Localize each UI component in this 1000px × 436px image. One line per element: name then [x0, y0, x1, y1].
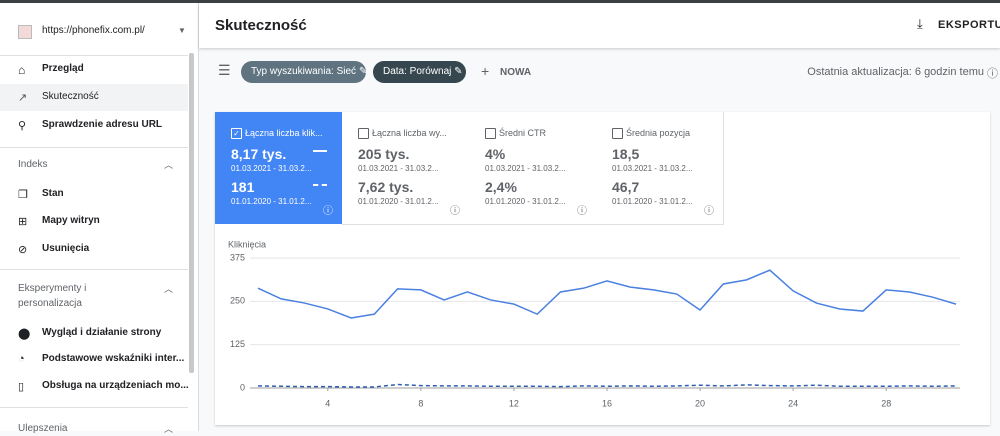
x-tick-label: 12 — [509, 398, 519, 408]
help-icon[interactable]: ⓘ — [323, 206, 333, 217]
section-title[interactable]: Indeks — [18, 159, 48, 170]
metric-previous-range: 01.01.2020 - 31.01.2... — [612, 197, 693, 206]
help-icon[interactable]: ⓘ — [704, 206, 714, 217]
help-icon[interactable]: ⓘ — [450, 206, 460, 217]
icon-search: ⚲ — [18, 120, 27, 132]
nav-item[interactable]: Usunięcia — [42, 243, 90, 254]
icon: ⊞ — [18, 216, 28, 228]
metric-current-range: 01.03.2021 - 31.03.2... — [612, 164, 693, 173]
chart: Kliknięcia 0 125 250 375 4 8 12 16 20 24 28 — [228, 239, 960, 408]
last-update: Ostatnia aktualizacja: 6 godzin temu — [807, 66, 984, 78]
metric-previous-range: 01.01.2020 - 31.01.2... — [231, 197, 312, 206]
chip-text: Data: Porównaj — [383, 66, 452, 77]
metric-current-range: 01.03.2021 - 31.03.2... — [485, 164, 566, 173]
checkbox[interactable] — [612, 128, 623, 139]
y-tick-label: 125 — [230, 339, 245, 349]
favicon — [18, 25, 32, 39]
help-icon[interactable]: ⓘ — [577, 206, 587, 217]
nav-item[interactable]: Stan — [42, 188, 64, 199]
metric-current: 18,5 — [612, 146, 640, 162]
checkbox[interactable] — [485, 128, 496, 139]
dashed-line-key — [313, 184, 327, 186]
collapse[interactable]: ︿ — [164, 424, 174, 434]
metric-card[interactable]: Średnia pozycja 18,5 01.03.2021 - 31.03.2.… — [596, 112, 724, 225]
x-tick-label: 8 — [418, 398, 423, 408]
metric-label: Średni CTR — [499, 128, 547, 138]
metric-card[interactable]: Średni CTR 4% 01.03.2021 - 31.03.2... 2,4% 0… — [469, 112, 597, 225]
metric-card[interactable]: ✓ Łączna liczba klik... 8,17 tys. 01.03.202… — [215, 112, 342, 224]
divider — [0, 269, 188, 270]
nav-item[interactable]: Wygląd i działanie strony — [42, 327, 162, 338]
property-selector[interactable]: https://phonefix.com.pl/ — [42, 25, 145, 36]
icon: ❐ — [18, 189, 28, 201]
line-series — [257, 269, 957, 319]
metric-previous: 181 — [231, 179, 255, 195]
icon: ⬤ — [18, 328, 31, 340]
help-icon[interactable]: ⓘ — [987, 68, 998, 80]
nav-item[interactable]: Podstawowe wskaźniki inter... — [42, 353, 185, 364]
solid-line-key — [313, 150, 327, 152]
nav-item[interactable]: Przegląd — [42, 63, 84, 74]
metric-previous: 7,62 tys. — [358, 179, 414, 195]
metric-previous-range: 01.01.2020 - 31.01.2... — [358, 197, 439, 206]
metric-previous-range: 01.01.2020 - 31.01.2... — [485, 197, 566, 206]
icon-home: ⌂ — [18, 63, 26, 77]
metric-previous: 46,7 — [612, 179, 640, 195]
metric-label: Średnia pozycja — [626, 128, 691, 138]
y-tick-label: 250 — [230, 296, 245, 306]
checkbox[interactable] — [358, 128, 369, 139]
x-tick-label: 4 — [325, 398, 330, 408]
icon: ▯ — [18, 381, 25, 393]
metric-current: 205 tys. — [358, 146, 410, 162]
icon: ⊘ — [18, 244, 28, 256]
collapse[interactable]: ︿ — [164, 160, 174, 170]
filter-chip[interactable]: Data: Porównaj ✎ — [373, 61, 466, 83]
nav-item[interactable]: Obsługa na urządzeniach mo... — [42, 380, 189, 391]
nav-item[interactable]: Mapy witryn — [42, 215, 100, 226]
x-tick-label: 20 — [695, 398, 705, 408]
y-tick-label: 375 — [230, 252, 245, 262]
collapse[interactable]: ︿ — [164, 284, 174, 294]
metric-current: 8,17 tys. — [231, 146, 287, 162]
icon: ◔ — [18, 353, 25, 365]
metric-label: Łączna liczba wy... — [372, 128, 447, 138]
chip-text: Typ wyszukiwania: Sieć — [251, 66, 357, 77]
line-series — [257, 383, 957, 388]
x-tick-label: 28 — [881, 398, 891, 408]
page-title: Skuteczność — [215, 17, 307, 34]
divider — [0, 55, 188, 56]
metric-current: 4% — [485, 146, 506, 162]
top-bar — [0, 0, 1000, 3]
x-tick-label: 16 — [602, 398, 612, 408]
active-bg — [0, 84, 188, 111]
section-title[interactable]: Eksperymenty i personalizacja — [18, 283, 87, 309]
new-filter[interactable]: NOWA — [500, 67, 532, 78]
filter-chip[interactable]: Typ wyszukiwania: Sieć ✎ — [241, 61, 367, 83]
section-title[interactable]: Ulepszenia — [18, 423, 68, 434]
metric-card[interactable]: Łączna liczba wy... 205 tys. 01.03.2021 - … — [342, 112, 470, 225]
filter-icon[interactable]: ☰ — [218, 62, 231, 78]
metric-label: Łączna liczba klik... — [245, 128, 323, 138]
metric-current-range: 01.03.2021 - 31.03.2... — [358, 164, 439, 173]
caret[interactable]: ▼ — [178, 26, 186, 35]
y-tick-label: 0 — [240, 382, 245, 392]
export-icon[interactable]: ⤓ — [917, 16, 923, 31]
checkbox[interactable]: ✓ — [231, 128, 242, 139]
nav-item[interactable]: Skuteczność — [42, 91, 99, 102]
metric-current-range: 01.03.2021 - 31.03.2... — [231, 164, 312, 173]
metric-previous: 2,4% — [485, 179, 517, 195]
divider — [0, 147, 188, 148]
sidebar: https://phonefix.com.pl/ ▼ ⌂ Przegląd ↗ … — [0, 3, 199, 434]
export-button[interactable]: EKSPORTUJ — [938, 19, 1000, 31]
header: Skuteczność ⤓ EKSPORTUJ — [199, 3, 1000, 48]
nav-item[interactable]: Sprawdzenie adresu URL — [42, 119, 163, 130]
scrollbar[interactable] — [189, 53, 194, 373]
y-axis-label: Kliknięcia — [228, 239, 266, 249]
plus-icon[interactable]: + — [481, 63, 490, 79]
icon-trend: ↗ — [18, 92, 28, 104]
x-tick-label: 24 — [788, 398, 798, 408]
divider — [0, 407, 188, 408]
